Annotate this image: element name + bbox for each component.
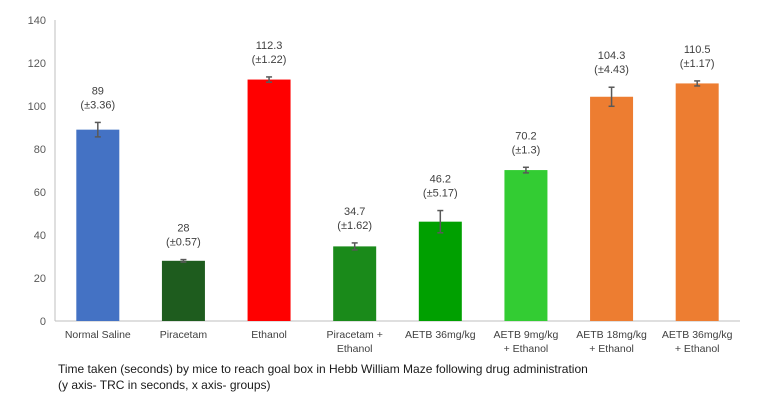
- bar: [504, 170, 548, 321]
- bars: [76, 79, 719, 322]
- error-bars: [94, 76, 701, 263]
- x-tick-label: Piracetam +: [327, 329, 383, 341]
- bar: [247, 79, 291, 322]
- x-tick-label: Piracetam: [160, 329, 208, 341]
- caption-line-2: (y axis- TRC in seconds, x axis- groups): [58, 378, 271, 392]
- x-tick-label: AETB 9mg/kg: [494, 329, 559, 341]
- error-bar: [94, 121, 101, 138]
- data-label-value: 112.3: [256, 40, 283, 52]
- value-labels: 89 (±3.36) 28 (±0.57) 112.3 (±1.22) 34.7 (±1.62…: [80, 40, 714, 249]
- x-tick-label: Ethanol: [337, 343, 373, 355]
- y-tick-label: 40: [34, 230, 46, 242]
- data-label-error: (±3.36): [80, 99, 115, 111]
- data-label-error: (±1.17): [680, 58, 715, 70]
- y-tick-labels: 0 20 40 60 80 100 120 140: [28, 15, 46, 328]
- caption-line-1: Time taken (seconds) by mice to reach go…: [58, 362, 588, 376]
- data-label-error: (±1.62): [337, 220, 372, 232]
- y-tick-label: 0: [40, 316, 46, 328]
- bar: [161, 260, 205, 321]
- data-label-error: (±1.22): [252, 54, 287, 66]
- bar: [675, 83, 719, 321]
- data-label-error: (±0.57): [166, 237, 201, 249]
- y-tick-label: 140: [28, 15, 46, 27]
- error-bar: [694, 80, 701, 87]
- x-tick-label: + Ethanol: [675, 343, 720, 355]
- figure-caption: Time taken (seconds) by mice to reach go…: [58, 361, 758, 393]
- data-label-value: 104.3: [598, 50, 626, 62]
- x-tick-label: Ethanol: [251, 329, 287, 341]
- error-bar: [522, 166, 529, 174]
- x-tick-label: + Ethanol: [589, 343, 634, 355]
- data-label-error: (±1.3): [512, 144, 541, 156]
- error-bar: [180, 258, 187, 263]
- y-tick-label: 20: [34, 273, 46, 285]
- error-bar: [266, 76, 273, 83]
- x-tick-labels: Normal Saline Piracetam Ethanol Piracetam +…: [65, 329, 733, 355]
- x-tick-label: AETB 18mg/kg: [576, 329, 647, 341]
- bar: [333, 246, 377, 321]
- y-tick-label: 120: [28, 58, 46, 70]
- data-label-value: 110.5: [684, 44, 711, 56]
- data-label-value: 70.2: [515, 130, 536, 142]
- data-label-value: 46.2: [430, 174, 451, 186]
- y-tick-label: 80: [34, 144, 46, 156]
- data-label-value: 28: [177, 223, 189, 235]
- bar: [418, 221, 462, 321]
- data-label-value: 89: [92, 85, 104, 97]
- y-tick-label: 100: [28, 101, 46, 113]
- error-bar: [608, 86, 615, 108]
- y-tick-label: 60: [34, 187, 46, 199]
- data-label-error: (±5.17): [423, 188, 458, 200]
- bar: [76, 129, 120, 321]
- bar-chart: 0 20 40 60 80 100 120 140 89 (±3.36) 28 (±0.57) 112…: [28, 15, 740, 355]
- x-tick-label: Normal Saline: [65, 329, 131, 341]
- data-label-value: 34.7: [344, 206, 365, 218]
- x-tick-label: AETB 36mg/kg: [662, 329, 733, 341]
- x-tick-label: AETB 36mg/kg: [405, 329, 476, 341]
- error-bar: [351, 242, 358, 251]
- bar: [590, 96, 634, 321]
- error-bar: [437, 209, 444, 234]
- x-tick-label: + Ethanol: [504, 343, 549, 355]
- data-label-error: (±4.43): [594, 64, 629, 76]
